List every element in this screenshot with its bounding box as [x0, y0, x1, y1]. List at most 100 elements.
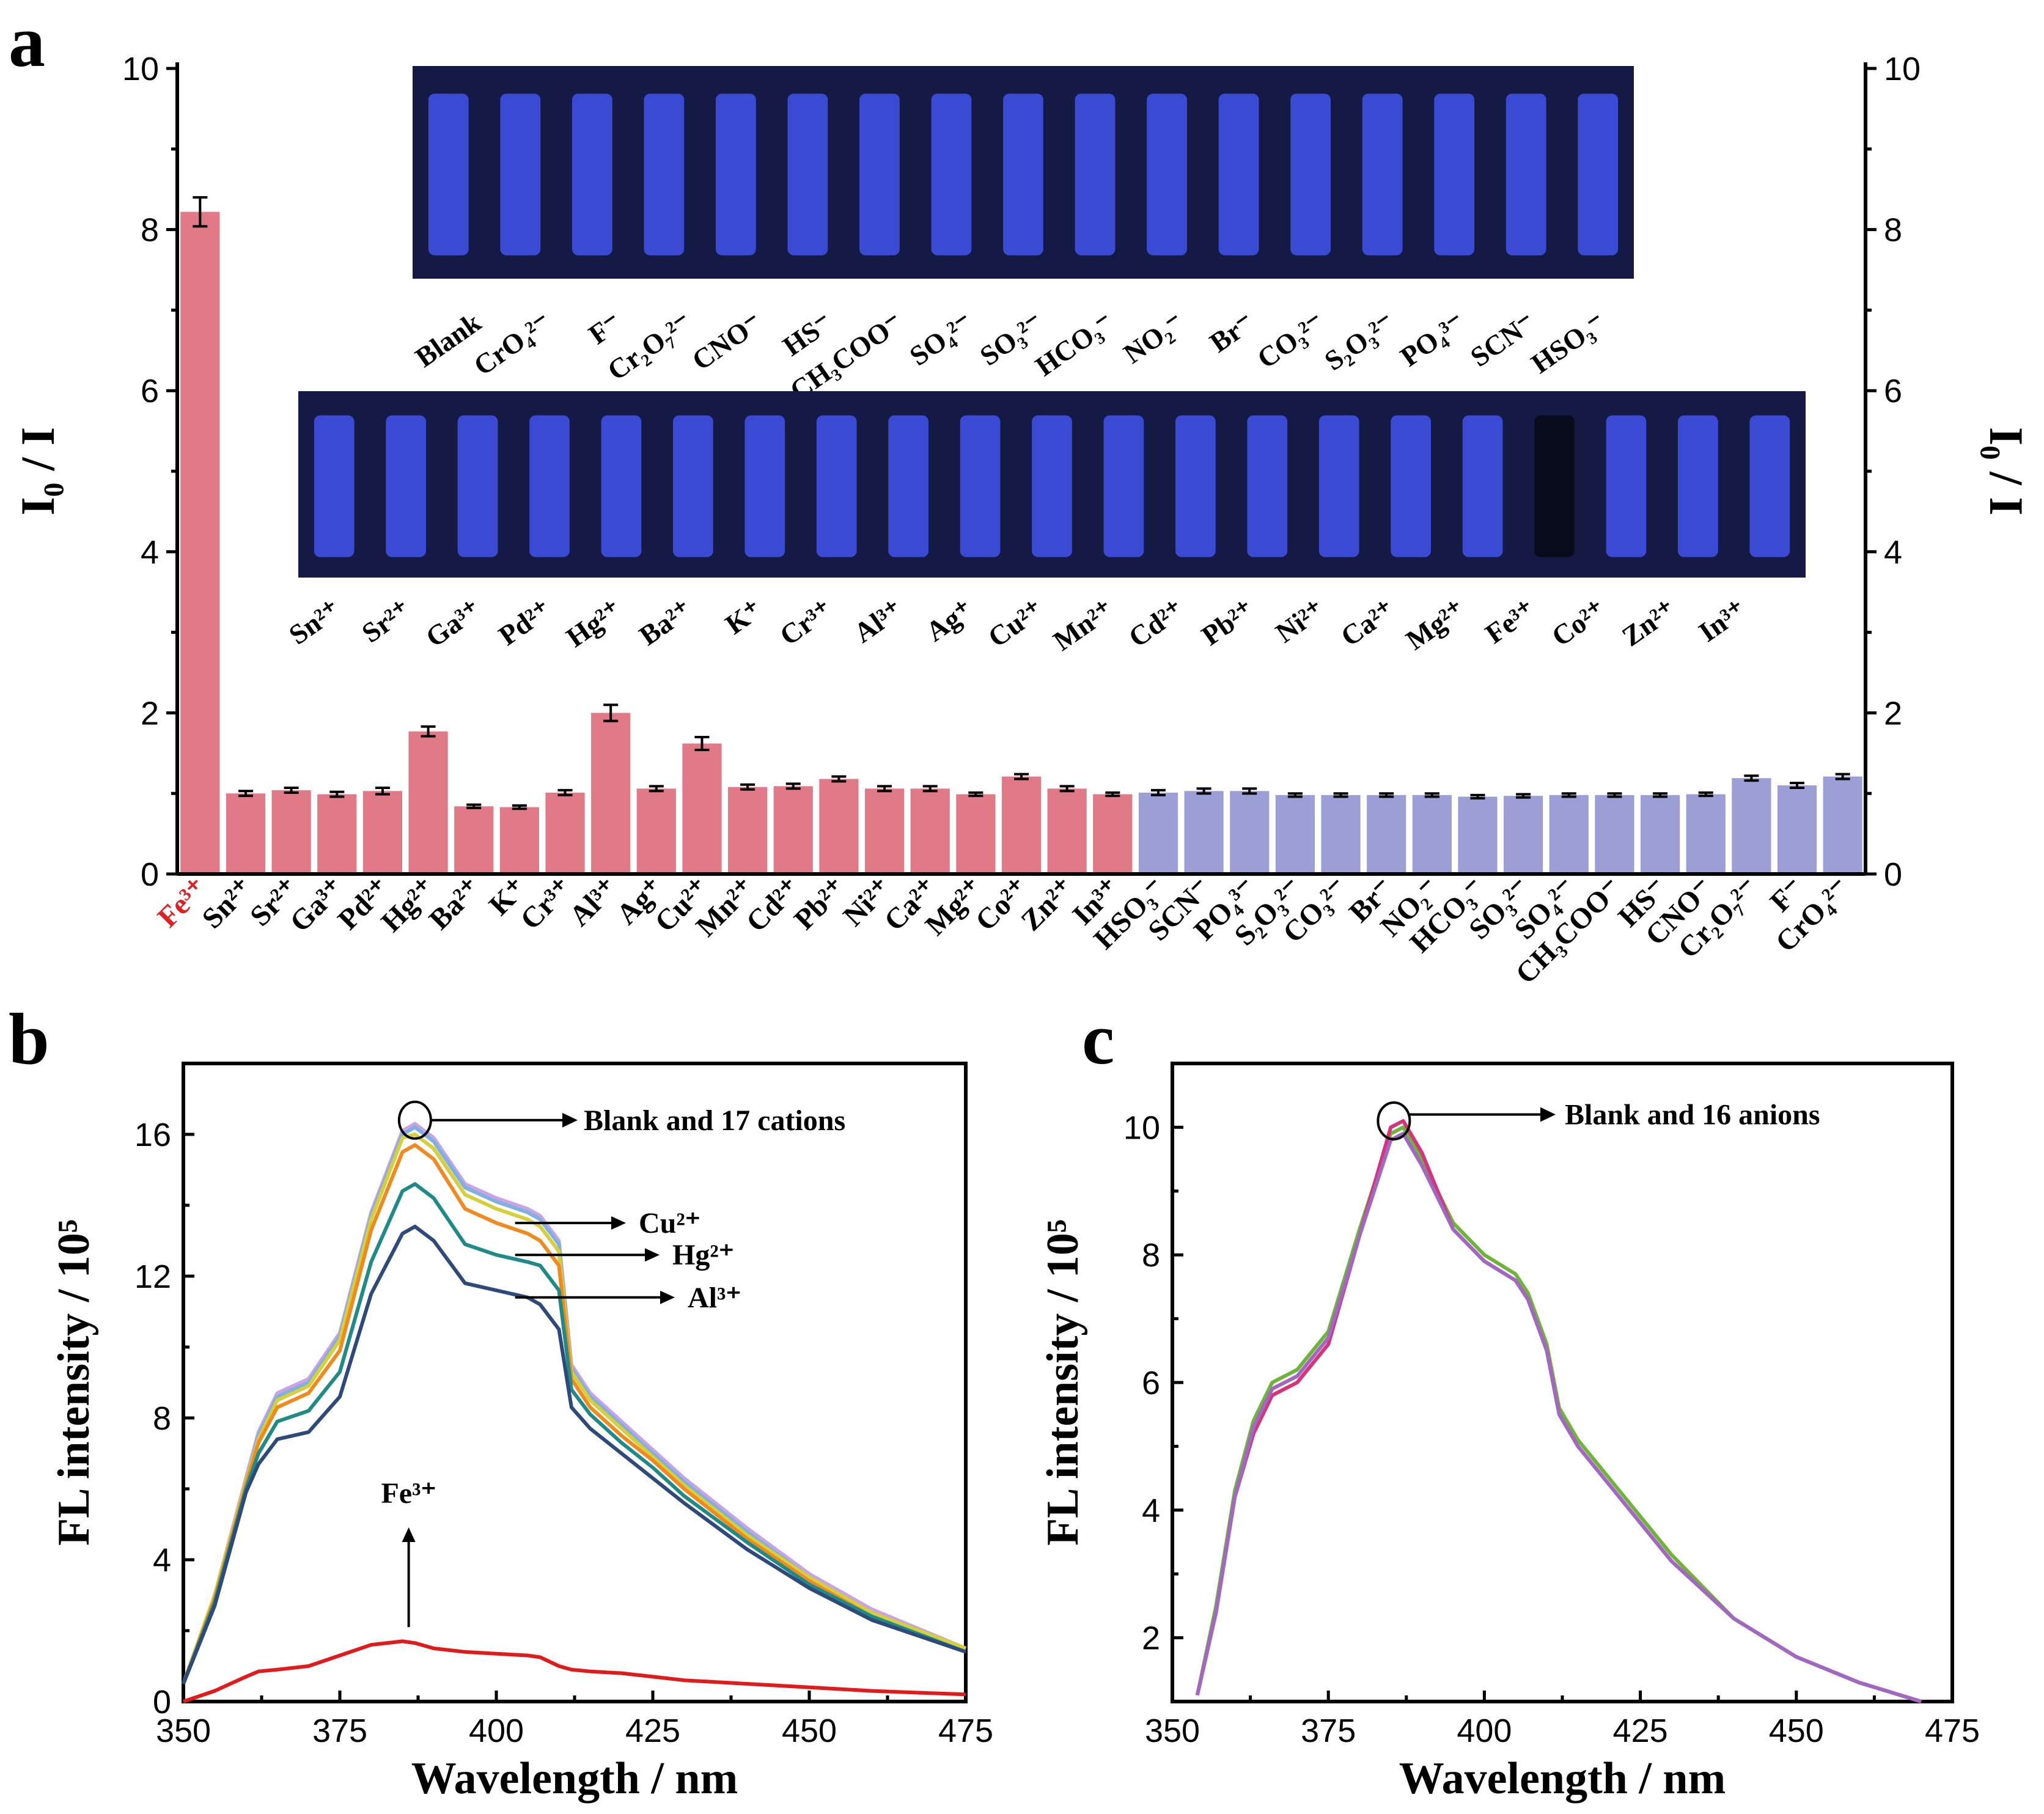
panel-b-line-chart: 350 375 400 425 450 475 0 4 8 12 16 Wavelength / nm…: [49, 1062, 993, 1804]
bar-27: [1412, 795, 1452, 874]
series-arrowhead-0: [611, 1216, 626, 1230]
series-arrowhead-1: [645, 1248, 660, 1262]
bar-8: [545, 792, 585, 874]
cation-inset-strip-20: [1749, 415, 1790, 557]
series-line-1: [182, 1125, 967, 1684]
cation-inset-strip-15: [1391, 415, 1432, 557]
anion-inset-strip-11: [1218, 94, 1259, 255]
cation-inset-label-1: Sr²⁺: [356, 593, 416, 648]
bar-7: [499, 807, 539, 874]
anion-inset-label-14: PO₄³⁻: [1395, 306, 1471, 372]
bar-1: [226, 793, 266, 874]
y-tick-label-left: 8: [141, 212, 159, 249]
cation-inset-strip-19: [1677, 415, 1718, 557]
panel-letter-b: b: [9, 998, 50, 1079]
bar-31: [1595, 795, 1634, 874]
anion-inset-label-11: Br⁻: [1204, 306, 1260, 358]
series-arrowhead-2: [660, 1290, 675, 1304]
series-line-5: [182, 1224, 966, 1685]
anion-inset-strip-1: [500, 94, 541, 255]
cation-inset-label-20: In³⁺: [1693, 593, 1752, 648]
anion-inset-strip-13: [1362, 94, 1403, 255]
y-tick-label-left: 6: [141, 373, 159, 409]
anion-inset-label-16: HSO₃⁻: [1526, 306, 1611, 379]
cation-inset-strip-16: [1462, 415, 1503, 557]
cation-inset-label-8: Al³⁺: [848, 593, 908, 648]
bar-33: [1686, 794, 1726, 874]
series-annotation-label-1: Hg²⁺: [672, 1239, 734, 1271]
y-axis-label: FL intensity / 10⁵: [1038, 1219, 1088, 1546]
bar-30: [1549, 795, 1589, 874]
anion-inset-label-13: S₂O₃²⁻: [1318, 306, 1400, 376]
bar-29: [1504, 796, 1543, 874]
bar-28: [1458, 796, 1498, 874]
bar-13: [773, 786, 813, 874]
bar-36: [1823, 776, 1862, 874]
panel-letter-c: c: [1082, 998, 1114, 1079]
bar-2: [271, 790, 311, 874]
cation-inset-strip-12: [1175, 415, 1216, 557]
y-tick-label-left: 4: [141, 534, 159, 571]
anion-inset-label-2: F⁻: [583, 306, 627, 350]
y-tick-label-right: 2: [1884, 695, 1902, 732]
y-tick-label-left: 10: [122, 51, 159, 87]
anion-inset-label-9: HCO₃⁻: [1029, 306, 1119, 382]
cation-inset-label-7: Cr³⁺: [774, 593, 837, 651]
panel-a-bar-chart: Fe³⁺Sn²⁺Sr²⁺Ga³⁺Pd²⁺Hg²⁺Ba²⁺K⁺Cr³⁺Al³⁺Ag…: [11, 51, 2033, 990]
x-tick-label: 375: [312, 1713, 367, 1749]
panel-letter-a: a: [9, 1, 45, 82]
y-tick-label: 12: [134, 1258, 171, 1295]
y-axis-label-right: I₀ / I: [1980, 427, 2033, 516]
y-tick-label: 10: [1123, 1109, 1160, 1146]
y-tick-label: 8: [153, 1400, 171, 1437]
cation-inset-strip-11: [1103, 415, 1144, 557]
x-axis-label: Wavelength / nm: [1399, 1753, 1726, 1804]
x-tick-label: 450: [1769, 1713, 1824, 1749]
bar-0: [180, 211, 220, 874]
y-tick-label: 4: [1142, 1493, 1160, 1529]
cation-inset-strip-10: [1032, 415, 1072, 557]
y-tick-label: 4: [153, 1542, 171, 1579]
cation-inset-label-6: K⁺: [719, 593, 767, 640]
bar-11: [682, 743, 722, 874]
x-tick-label: 475: [1925, 1713, 1980, 1749]
anion-inset-label-10: NO₂⁻: [1118, 306, 1189, 369]
series-line-0: [1195, 1125, 1922, 1703]
x-tick-label: 350: [1145, 1713, 1200, 1749]
x-tick-label: 375: [1301, 1713, 1356, 1749]
cation-inset-label-12: Cd²⁺: [1123, 593, 1189, 653]
bar-25: [1321, 795, 1361, 874]
cation-inset-strip-8: [888, 415, 929, 557]
y-tick-label-left: 0: [141, 856, 159, 893]
cation-inset-strip-14: [1318, 415, 1359, 557]
y-tick-label: 16: [134, 1117, 171, 1153]
series-line-2: [1195, 1131, 1922, 1703]
x-axis-label: Wavelength / nm: [411, 1753, 738, 1804]
bar-16: [910, 788, 950, 874]
cation-inset-strip-6: [744, 415, 785, 557]
y-tick-label: 6: [1142, 1365, 1160, 1401]
anion-inset-strip-7: [931, 94, 972, 255]
y-tick-label-right: 10: [1884, 51, 1921, 87]
cation-inset-strip-17: [1534, 415, 1575, 557]
bar-14: [819, 779, 859, 874]
anion-inset-strip-9: [1075, 94, 1116, 255]
bar-20: [1093, 794, 1133, 874]
annotation-label-blank-anions: Blank and 16 anions: [1565, 1099, 1820, 1131]
bar-4: [362, 791, 403, 874]
panel-c-frame: [1171, 1062, 1954, 1703]
cation-inset-label-16: Mg²⁺: [1400, 593, 1471, 656]
anion-inset-label-7: SO₄²⁻: [904, 306, 979, 372]
annotation-arrowhead: [562, 1112, 578, 1128]
cation-inset-strip-9: [960, 415, 1001, 557]
x-tick-label-0: Fe³⁺: [152, 872, 213, 933]
anion-inset-strip-15: [1505, 94, 1546, 255]
y-axis-label: FL intensity / 10⁵: [49, 1219, 99, 1546]
x-tick-label-9: Al³⁺: [563, 872, 624, 933]
cation-inset-strip-4: [601, 415, 642, 557]
cation-inset-strip-18: [1606, 415, 1647, 557]
cation-inset-strip-13: [1247, 415, 1288, 557]
annotation-arrowhead: [1540, 1107, 1556, 1122]
bar-35: [1777, 785, 1817, 874]
